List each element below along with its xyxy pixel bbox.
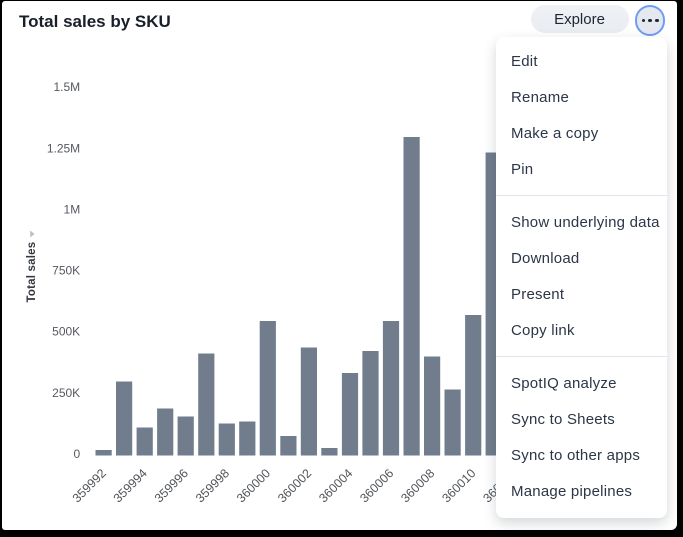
svg-text:359998: 359998 bbox=[193, 466, 232, 505]
svg-text:359994: 359994 bbox=[111, 466, 150, 505]
svg-text:1.25M: 1.25M bbox=[47, 141, 80, 155]
svg-text:360010: 360010 bbox=[439, 466, 478, 505]
svg-text:750K: 750K bbox=[52, 264, 80, 278]
svg-text:1M: 1M bbox=[64, 202, 81, 216]
svg-text:360002: 360002 bbox=[275, 466, 314, 505]
svg-text:359996: 359996 bbox=[152, 466, 191, 505]
svg-text:359992: 359992 bbox=[70, 466, 109, 505]
svg-text:1.5M: 1.5M bbox=[54, 80, 81, 94]
svg-text:360006: 360006 bbox=[357, 466, 396, 505]
svg-text:250K: 250K bbox=[52, 386, 80, 400]
svg-text:500K: 500K bbox=[52, 325, 80, 339]
svg-text:Total sales: Total sales bbox=[26, 242, 38, 303]
svg-text:360008: 360008 bbox=[398, 466, 437, 505]
svg-text:0: 0 bbox=[74, 447, 81, 461]
svg-text:360000: 360000 bbox=[234, 466, 273, 505]
svg-text:360004: 360004 bbox=[316, 466, 355, 505]
